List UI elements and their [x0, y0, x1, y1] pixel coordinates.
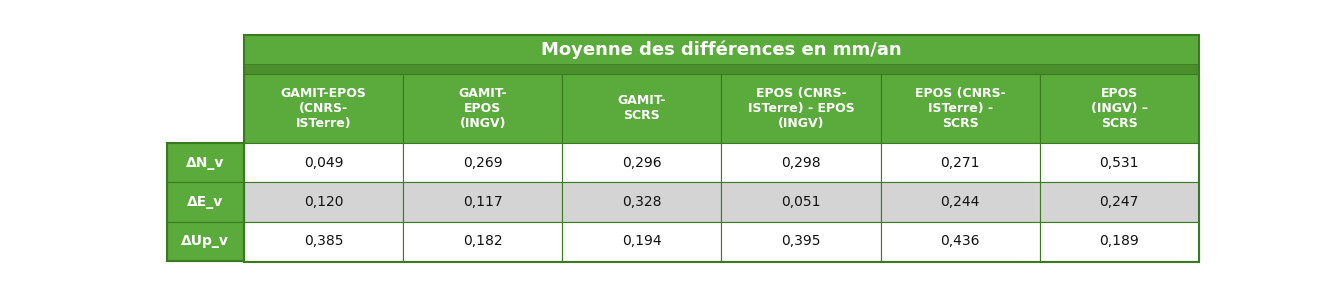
Bar	[404, 74, 562, 143]
Text: 0,296: 0,296	[622, 156, 662, 170]
Text: 0,247: 0,247	[1099, 195, 1139, 209]
Text: 0,189: 0,189	[1099, 234, 1139, 248]
Bar	[244, 182, 404, 222]
Bar	[166, 182, 244, 222]
Bar	[562, 74, 722, 143]
Text: GAMIT-
SCRS: GAMIT- SCRS	[618, 94, 666, 122]
Bar	[562, 182, 722, 222]
Text: 0,531: 0,531	[1099, 156, 1139, 170]
Bar	[166, 222, 244, 261]
Text: 0,298: 0,298	[781, 156, 821, 170]
Text: GAMIT-
EPOS
(INGV): GAMIT- EPOS (INGV)	[458, 87, 507, 130]
Bar	[1040, 143, 1199, 182]
Text: 0,436: 0,436	[940, 234, 980, 248]
Bar	[404, 143, 562, 182]
Bar	[722, 74, 880, 143]
Text: EPOS (CNRS-
ISTerre) - EPOS
(INGV): EPOS (CNRS- ISTerre) - EPOS (INGV)	[747, 87, 854, 130]
Text: 0,182: 0,182	[464, 234, 502, 248]
Bar	[166, 143, 244, 261]
Text: EPOS (CNRS-
ISTerre) -
SCRS: EPOS (CNRS- ISTerre) - SCRS	[915, 87, 1006, 130]
Bar	[880, 222, 1040, 261]
Text: GAMIT-EPOS
(CNRS-
ISTerre): GAMIT-EPOS (CNRS- ISTerre)	[281, 87, 366, 130]
Bar	[166, 35, 244, 262]
Bar	[562, 222, 722, 261]
Text: ΔE_v: ΔE_v	[186, 195, 224, 209]
Text: 0,120: 0,120	[304, 195, 344, 209]
Text: 0,051: 0,051	[781, 195, 821, 209]
Text: 0,385: 0,385	[304, 234, 344, 248]
Text: 0,117: 0,117	[464, 195, 502, 209]
Text: EPOS
(INGV) –
SCRS: EPOS (INGV) – SCRS	[1091, 87, 1148, 130]
Bar	[404, 222, 562, 261]
Bar	[244, 65, 1199, 74]
Bar	[244, 35, 1199, 65]
Bar	[1040, 74, 1199, 143]
Bar	[1040, 222, 1199, 261]
Text: 0,395: 0,395	[781, 234, 821, 248]
Bar	[722, 143, 880, 182]
Bar	[244, 74, 404, 143]
Bar	[722, 222, 880, 261]
Text: ΔUp_v: ΔUp_v	[181, 234, 229, 248]
Bar	[166, 143, 244, 182]
Bar	[244, 222, 404, 261]
Text: ΔN_v: ΔN_v	[186, 156, 224, 170]
Text: Moyenne des différences en mm/an: Moyenne des différences en mm/an	[541, 41, 902, 59]
Text: 0,269: 0,269	[464, 156, 502, 170]
Text: 0,049: 0,049	[304, 156, 344, 170]
Text: 0,194: 0,194	[622, 234, 662, 248]
Bar	[404, 182, 562, 222]
Text: 0,244: 0,244	[940, 195, 980, 209]
Bar	[722, 182, 880, 222]
Bar	[880, 74, 1040, 143]
Bar	[1040, 182, 1199, 222]
Bar	[562, 143, 722, 182]
Text: 0,271: 0,271	[940, 156, 980, 170]
Bar	[244, 143, 404, 182]
Text: 0,328: 0,328	[622, 195, 662, 209]
Bar	[880, 182, 1040, 222]
Bar	[880, 143, 1040, 182]
